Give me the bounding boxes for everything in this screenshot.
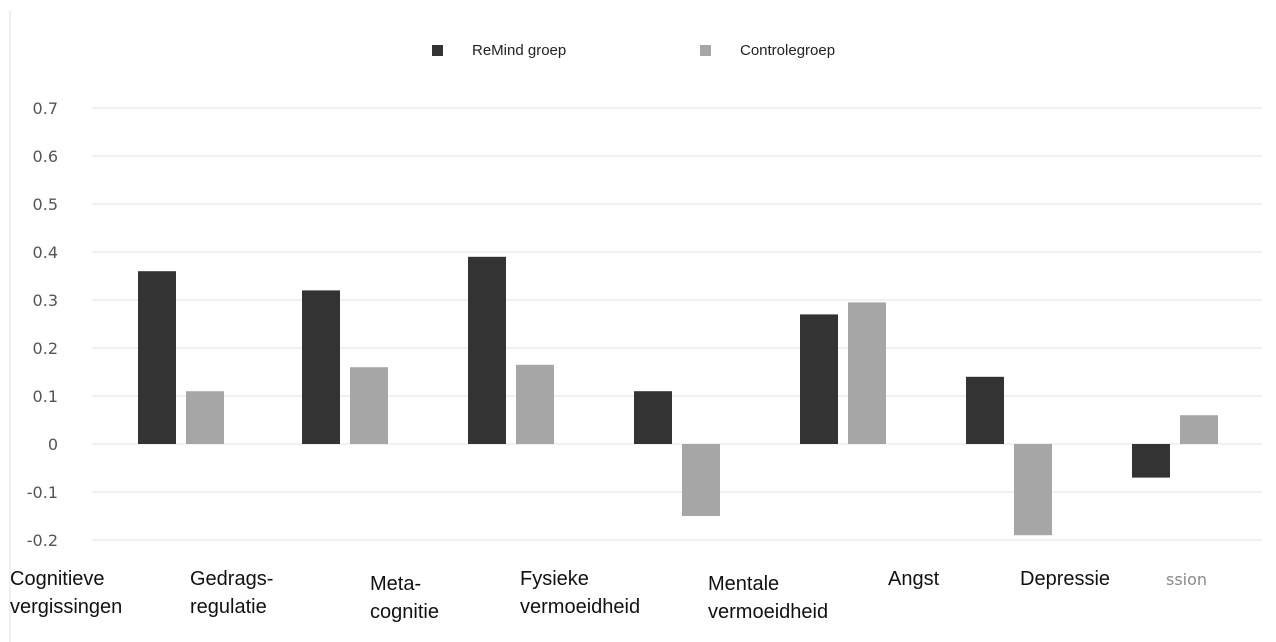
bar-control [848, 302, 886, 444]
bar-remind [302, 290, 340, 444]
y-axis-tick-labels: 0.7 0.6 0.5 0.4 0.3 0.2 0.1 0 -0.1 -0.2 [27, 99, 58, 550]
y-tick-label: 0 [48, 435, 58, 454]
y-tick-label: 0.3 [33, 291, 58, 310]
bars [138, 256, 1218, 536]
bar-remind [1132, 444, 1170, 478]
category-label: Depressie [1020, 568, 1110, 590]
y-tick-label: 0.2 [33, 339, 58, 358]
category-label: ssion [1166, 570, 1207, 589]
category-labels: Cognitieve vergissingen Gedrags-regulatie M… [10, 568, 1207, 623]
category-label: Cognitieve vergissingen [10, 568, 122, 618]
bar-remind [634, 391, 672, 444]
bar-control [682, 444, 720, 516]
y-tick-label: -0.2 [27, 531, 58, 550]
category-label: Meta-cognitie [370, 573, 439, 623]
category-label: Mentale vermoeidheid [708, 573, 828, 623]
bar-control [516, 364, 554, 444]
category-label: Fysieke vermoeidheid [520, 568, 640, 618]
legend-label: Controlegroep [740, 42, 835, 59]
bar-remind [800, 314, 838, 444]
legend-label: ReMind groep [472, 42, 566, 59]
y-tick-label: 0.1 [33, 387, 58, 406]
bar-control [350, 367, 388, 444]
y-tick-label: 0.5 [33, 195, 58, 214]
y-tick-label: 0.6 [33, 147, 58, 166]
legend-swatch [432, 45, 443, 56]
bar-control [1180, 415, 1218, 444]
bar-control [186, 391, 224, 444]
bar-remind [966, 376, 1004, 444]
category-label: Angst [888, 568, 940, 590]
y-tick-label: 0.4 [33, 243, 58, 262]
y-tick-label: -0.1 [27, 483, 58, 502]
y-tick-label: 0.7 [33, 99, 58, 118]
category-label: Gedrags-regulatie [190, 568, 273, 618]
bar-remind [468, 256, 506, 444]
legend: ReMind groep Controlegroep [432, 42, 835, 59]
bar-control [1014, 444, 1052, 536]
gridlines [92, 107, 1262, 541]
legend-swatch [700, 45, 711, 56]
bar-remind [138, 271, 176, 444]
